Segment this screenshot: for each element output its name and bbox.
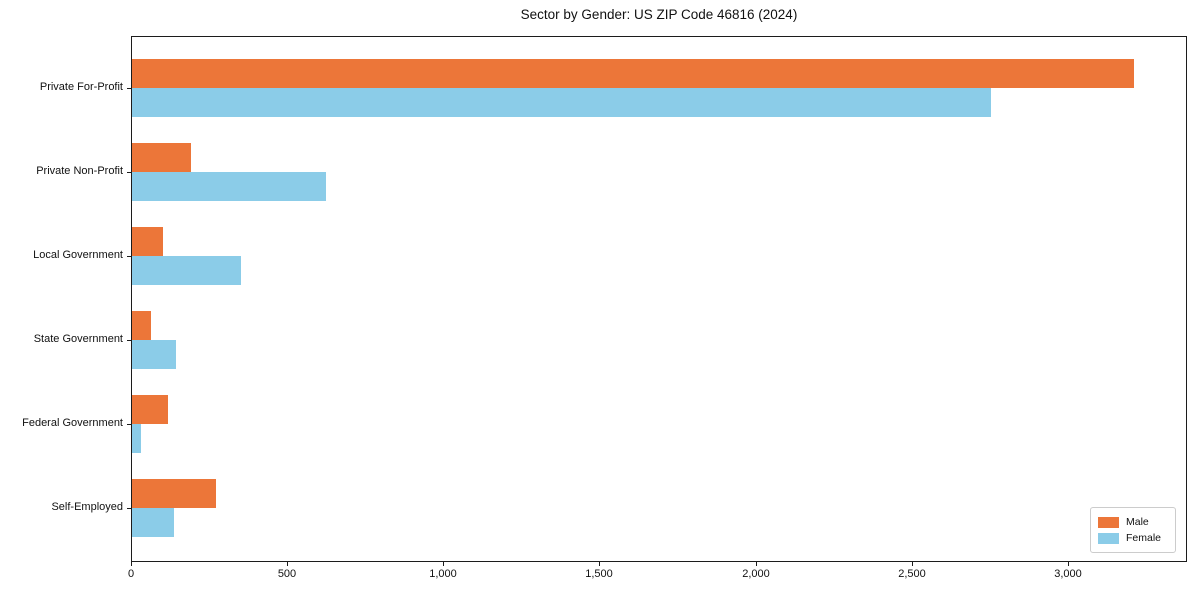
x-tick-label-0: 0 (127, 568, 135, 580)
x-tick-mark (131, 562, 132, 566)
x-tick-label-3000: 3,000 (1054, 568, 1082, 580)
plot-area (131, 36, 1187, 562)
bar-male-local-government (132, 227, 163, 256)
x-tick-mark (756, 562, 757, 566)
x-tick-mark (1068, 562, 1069, 566)
x-tick-label-2000: 2,000 (742, 568, 770, 580)
bar-female-self-employed (132, 508, 174, 537)
x-tick-mark (599, 562, 600, 566)
bar-female-federal-government (132, 424, 141, 453)
y-tick-mark (127, 340, 131, 341)
x-tick-mark (912, 562, 913, 566)
x-tick-mark (287, 562, 288, 566)
bar-female-local-government (132, 256, 241, 285)
chart-title: Sector by Gender: US ZIP Code 46816 (202… (520, 7, 798, 22)
x-tick-label-500: 500 (277, 568, 297, 580)
y-tick-mark (127, 172, 131, 173)
y-tick-label-private-for-profit: Private For-Profit (39, 81, 123, 93)
y-tick-mark (127, 88, 131, 89)
legend-label-female: Female (1126, 532, 1162, 544)
bar-male-state-government (132, 311, 151, 340)
x-tick-label-2500: 2,500 (898, 568, 926, 580)
y-tick-label-local-government: Local Government (33, 249, 123, 261)
x-tick-label-1500: 1,500 (585, 568, 613, 580)
legend-label-male: Male (1126, 516, 1149, 528)
y-tick-mark (127, 508, 131, 509)
bar-male-private-for-profit (132, 59, 1134, 88)
bar-female-private-non-profit (132, 172, 326, 201)
bar-female-state-government (132, 340, 176, 369)
y-tick-label-federal-government: Federal Government (22, 417, 123, 429)
male-color-swatch (1098, 516, 1119, 528)
legend: Male Female (1090, 507, 1176, 553)
x-tick-mark (443, 562, 444, 566)
y-tick-mark (127, 424, 131, 425)
y-tick-label-self-employed: Self-Employed (51, 501, 123, 513)
bar-female-private-for-profit (132, 88, 991, 117)
bar-male-federal-government (132, 395, 168, 424)
female-color-swatch (1098, 532, 1119, 544)
bar-male-self-employed (132, 479, 216, 508)
y-tick-label-state-government: State Government (33, 333, 123, 345)
legend-item-male: Male (1098, 514, 1168, 530)
x-tick-label-1000: 1,000 (429, 568, 457, 580)
y-tick-label-private-non-profit: Private Non-Profit (36, 165, 123, 177)
y-tick-mark (127, 256, 131, 257)
bar-male-private-non-profit (132, 143, 191, 172)
legend-item-female: Female (1098, 530, 1168, 546)
